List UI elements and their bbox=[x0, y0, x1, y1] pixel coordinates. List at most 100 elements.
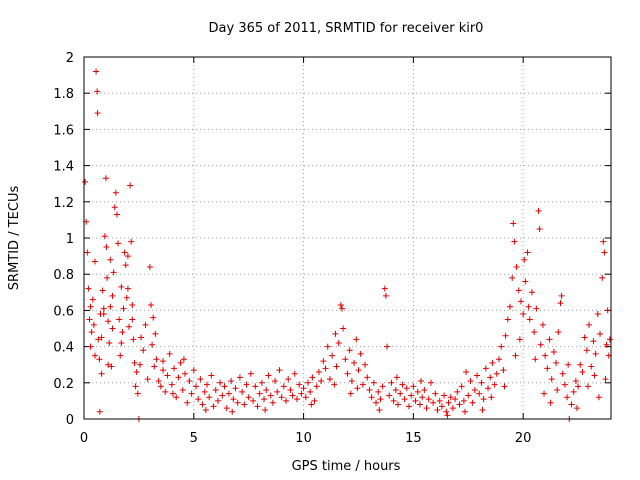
data-point bbox=[217, 379, 224, 386]
data-point bbox=[109, 292, 116, 299]
data-point bbox=[152, 330, 159, 337]
data-point bbox=[410, 383, 417, 390]
data-point bbox=[436, 397, 443, 404]
data-point bbox=[107, 303, 114, 310]
data-point bbox=[332, 330, 339, 337]
data-point bbox=[364, 374, 371, 381]
data-point bbox=[515, 287, 522, 294]
data-point bbox=[386, 392, 393, 399]
data-point bbox=[408, 392, 415, 399]
data-point bbox=[516, 336, 523, 343]
data-point bbox=[123, 294, 130, 301]
data-point bbox=[536, 225, 543, 232]
data-point bbox=[488, 394, 495, 401]
data-point bbox=[454, 388, 461, 395]
data-point bbox=[190, 367, 197, 374]
data-point bbox=[432, 390, 439, 397]
data-point bbox=[533, 305, 540, 312]
data-point bbox=[555, 329, 562, 336]
x-tick-label: 0 bbox=[80, 431, 88, 446]
data-point bbox=[267, 392, 274, 399]
data-point bbox=[124, 253, 131, 260]
data-point bbox=[586, 321, 593, 328]
y-tick-label: 0.6 bbox=[53, 304, 74, 319]
data-point bbox=[298, 390, 305, 397]
data-point bbox=[162, 388, 169, 395]
data-point bbox=[202, 406, 209, 413]
data-point bbox=[93, 68, 100, 75]
data-point bbox=[146, 263, 153, 270]
data-point bbox=[309, 374, 316, 381]
y-tick-label: 1 bbox=[66, 232, 74, 247]
data-point bbox=[150, 314, 157, 321]
data-point bbox=[84, 249, 91, 256]
data-point bbox=[506, 303, 513, 310]
data-point bbox=[151, 363, 158, 370]
data-point bbox=[129, 301, 136, 308]
data-point bbox=[513, 263, 520, 270]
data-point bbox=[89, 296, 96, 303]
data-point bbox=[98, 370, 105, 377]
data-point bbox=[87, 303, 94, 310]
data-point bbox=[117, 352, 124, 359]
data-point bbox=[112, 189, 119, 196]
data-point bbox=[94, 110, 101, 117]
data-point bbox=[493, 370, 500, 377]
data-point bbox=[522, 278, 529, 285]
data-point bbox=[384, 343, 391, 350]
data-point bbox=[465, 392, 472, 399]
data-point bbox=[485, 385, 492, 392]
data-point bbox=[393, 374, 400, 381]
data-point bbox=[502, 332, 509, 339]
data-point bbox=[568, 401, 575, 408]
data-point bbox=[177, 359, 184, 366]
data-point bbox=[579, 368, 586, 375]
data-point bbox=[441, 392, 448, 399]
data-point bbox=[528, 289, 535, 296]
data-point bbox=[88, 329, 95, 336]
data-point bbox=[304, 379, 311, 386]
data-point bbox=[388, 379, 395, 386]
data-point bbox=[208, 372, 215, 379]
data-point bbox=[122, 262, 129, 269]
data-point bbox=[344, 370, 351, 377]
data-point bbox=[590, 338, 597, 345]
data-point bbox=[140, 347, 147, 354]
data-point bbox=[444, 412, 451, 419]
data-point bbox=[342, 356, 349, 363]
data-point bbox=[370, 379, 377, 386]
data-point bbox=[390, 397, 397, 404]
data-point bbox=[491, 381, 498, 388]
data-point bbox=[82, 178, 89, 185]
data-point bbox=[155, 377, 162, 384]
data-point bbox=[241, 401, 248, 408]
data-point bbox=[225, 390, 232, 397]
data-point bbox=[261, 396, 268, 403]
data-point bbox=[136, 361, 143, 368]
data-point bbox=[258, 379, 265, 386]
data-point bbox=[318, 377, 325, 384]
data-point bbox=[287, 387, 294, 394]
data-point bbox=[110, 269, 117, 276]
data-point bbox=[105, 318, 112, 325]
data-point bbox=[311, 397, 318, 404]
data-point bbox=[577, 361, 584, 368]
data-point bbox=[333, 363, 340, 370]
data-point bbox=[376, 406, 383, 413]
data-point bbox=[175, 374, 182, 381]
data-point bbox=[546, 336, 553, 343]
data-point bbox=[113, 211, 120, 218]
data-point bbox=[239, 388, 246, 395]
data-point bbox=[498, 343, 505, 350]
data-point bbox=[602, 376, 609, 383]
data-point bbox=[291, 370, 298, 377]
data-point bbox=[100, 311, 107, 318]
data-point bbox=[164, 372, 171, 379]
data-point bbox=[501, 383, 508, 390]
data-point bbox=[564, 394, 571, 401]
y-tick-label: 0 bbox=[66, 413, 74, 428]
data-point bbox=[169, 390, 176, 397]
x-tick-label: 5 bbox=[190, 431, 198, 446]
data-point bbox=[126, 323, 133, 330]
